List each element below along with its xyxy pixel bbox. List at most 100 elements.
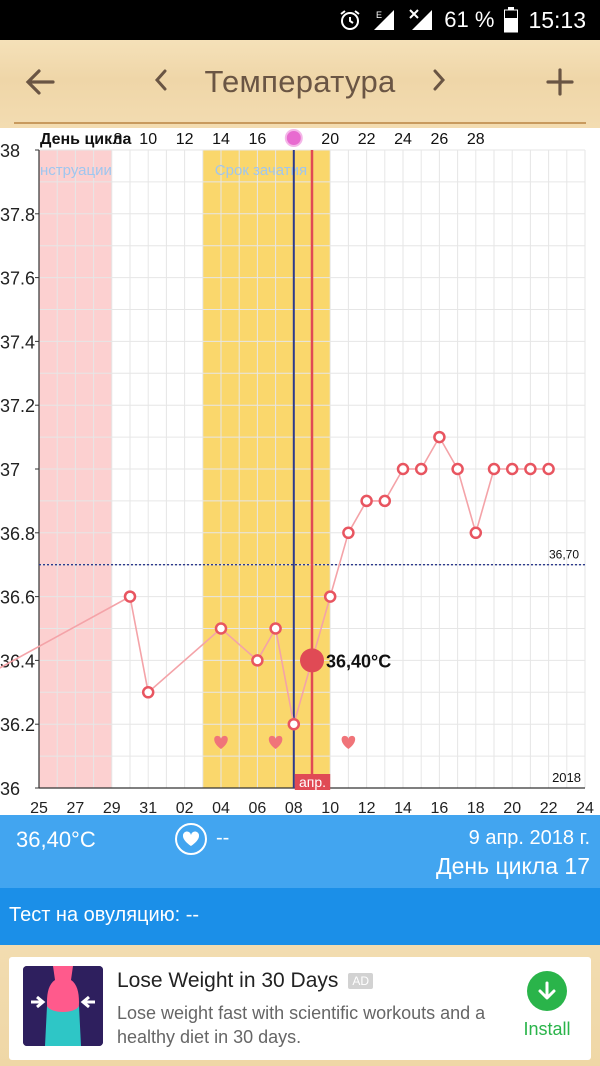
x-tick-label: 16 (431, 800, 449, 815)
chevron-right-icon (433, 69, 446, 90)
y-tick-label: 36 (0, 779, 20, 799)
month-tag (294, 774, 331, 790)
alarm-icon (338, 8, 362, 32)
ovulation-test-row[interactable]: Тест на овуляцию: -- (0, 888, 600, 945)
data-point (360, 494, 373, 508)
x-tick-label: 10 (321, 800, 339, 815)
x-tick-label: 20 (503, 800, 521, 815)
temperature-chart[interactable]: нструации Срок зачатия 36 36.2 36.4 36.6 36.8 3… (0, 128, 600, 815)
ad-banner[interactable]: Lose Weight in 30 Days AD Lose weight fa… (9, 957, 591, 1060)
no-signal-icon (408, 8, 434, 32)
x-tick-label: 04 (212, 800, 230, 815)
prev-chart-button[interactable] (150, 66, 172, 99)
cycle-day-tick: 8 (113, 131, 122, 148)
x-tick-label: 02 (176, 800, 194, 815)
x-tick-label: 29 (103, 800, 121, 815)
cycle-day-tick: 14 (212, 131, 230, 148)
cycle-day-tick: 22 (358, 131, 376, 148)
data-point (524, 462, 537, 476)
x-tick-label: 24 (576, 800, 594, 815)
data-point (342, 526, 355, 540)
selected-data-point (300, 648, 324, 673)
ad-description: Lose weight fast with scientific workout… (117, 1003, 486, 1047)
ad-title: Lose Weight in 30 Days (117, 969, 339, 992)
cycle-day-tick: 26 (431, 131, 449, 148)
page-title: Температура (204, 64, 396, 99)
ad-container: Lose Weight in 30 Days AD Lose weight fa… (0, 945, 600, 1066)
svg-text:E: E (376, 10, 382, 20)
y-tick-label: 36.8 (0, 524, 35, 544)
cycle-day-axis-title: День цикла (40, 131, 131, 148)
intercourse-value: -- (216, 827, 230, 849)
x-tick-label: 06 (249, 800, 267, 815)
x-tick-label: 14 (394, 800, 412, 815)
data-point (505, 462, 519, 476)
cycle-day-tick: 28 (467, 131, 485, 148)
cycle-day-tick: 10 (139, 131, 157, 148)
x-tick-label: 25 (30, 800, 48, 815)
plus-icon (546, 68, 574, 96)
data-point (414, 462, 428, 476)
data-point (287, 717, 301, 731)
data-point (123, 590, 137, 603)
cycle-day-tick: 16 (249, 131, 267, 148)
x-tick-label: 27 (67, 800, 85, 815)
data-point (396, 462, 410, 476)
ovulation-marker-icon (284, 129, 303, 147)
clock: 15:13 (528, 6, 586, 33)
selected-point-label: 36,40°C (326, 651, 391, 671)
intercourse-heart-icon (268, 735, 283, 749)
intercourse-button[interactable] (175, 823, 207, 855)
month-label: апр. (299, 774, 326, 790)
x-tick-label: 22 (540, 800, 558, 815)
selected-day-info[interactable]: 36,40°C -- 9 апр. 2018 г. День цикла 17 (0, 815, 600, 888)
x-tick-label: 31 (139, 800, 157, 815)
cycle-day-tick: 24 (394, 131, 412, 148)
x-tick-label: 12 (358, 800, 376, 815)
data-point (433, 430, 446, 444)
status-bar: E 61 % 15:13 (0, 0, 600, 40)
data-point (269, 622, 282, 635)
y-tick-label: 37 (0, 460, 20, 480)
data-point (451, 462, 464, 476)
battery-percent: 61 % (444, 7, 495, 32)
zone-label-1: Срок зачатия (215, 162, 307, 179)
chart-canvas[interactable]: нструации Срок зачатия 36 36.2 36.4 36.6 36.8 3… (0, 128, 600, 815)
x-tick-label: 18 (467, 800, 485, 815)
y-tick-label: 38 (0, 141, 20, 161)
year-label: 2018 (552, 770, 581, 785)
chevron-left-icon (154, 69, 167, 90)
data-point (214, 622, 228, 635)
app-header: Температура (0, 40, 600, 128)
battery-icon (504, 7, 519, 33)
data-point (251, 654, 264, 667)
zone-label-0: нструации (40, 162, 112, 179)
next-chart-button[interactable] (428, 66, 450, 99)
x-tick-label: 08 (285, 800, 303, 815)
y-tick-label: 36.2 (0, 715, 35, 735)
back-button[interactable] (18, 60, 62, 104)
add-button[interactable] (538, 60, 582, 104)
cycle-day: День цикла 17 (436, 853, 590, 879)
ad-image (23, 966, 103, 1046)
y-tick-label: 37.8 (0, 205, 35, 225)
data-point (469, 526, 483, 540)
header-divider (14, 122, 586, 124)
data-point (378, 494, 392, 508)
coverline-label: 36,70 (549, 548, 579, 562)
data-point (141, 686, 155, 699)
y-tick-label: 36.6 (0, 588, 35, 608)
y-tick-label: 37.6 (0, 269, 35, 289)
y-tick-label: 36.4 (0, 651, 35, 671)
data-point (323, 590, 337, 603)
ad-badge: AD (348, 973, 374, 989)
data-point (487, 462, 501, 476)
install-button[interactable]: Install (517, 971, 577, 1040)
cycle-day-tick: 12 (176, 131, 194, 148)
y-tick-label: 37.2 (0, 396, 35, 416)
heart-icon (182, 831, 200, 846)
intercourse-heart-icon (341, 735, 356, 749)
ovulation-test-label: Тест на овуляцию: -- (9, 904, 200, 926)
title-switcher: Температура (150, 58, 450, 106)
arrow-left-icon (25, 69, 55, 95)
